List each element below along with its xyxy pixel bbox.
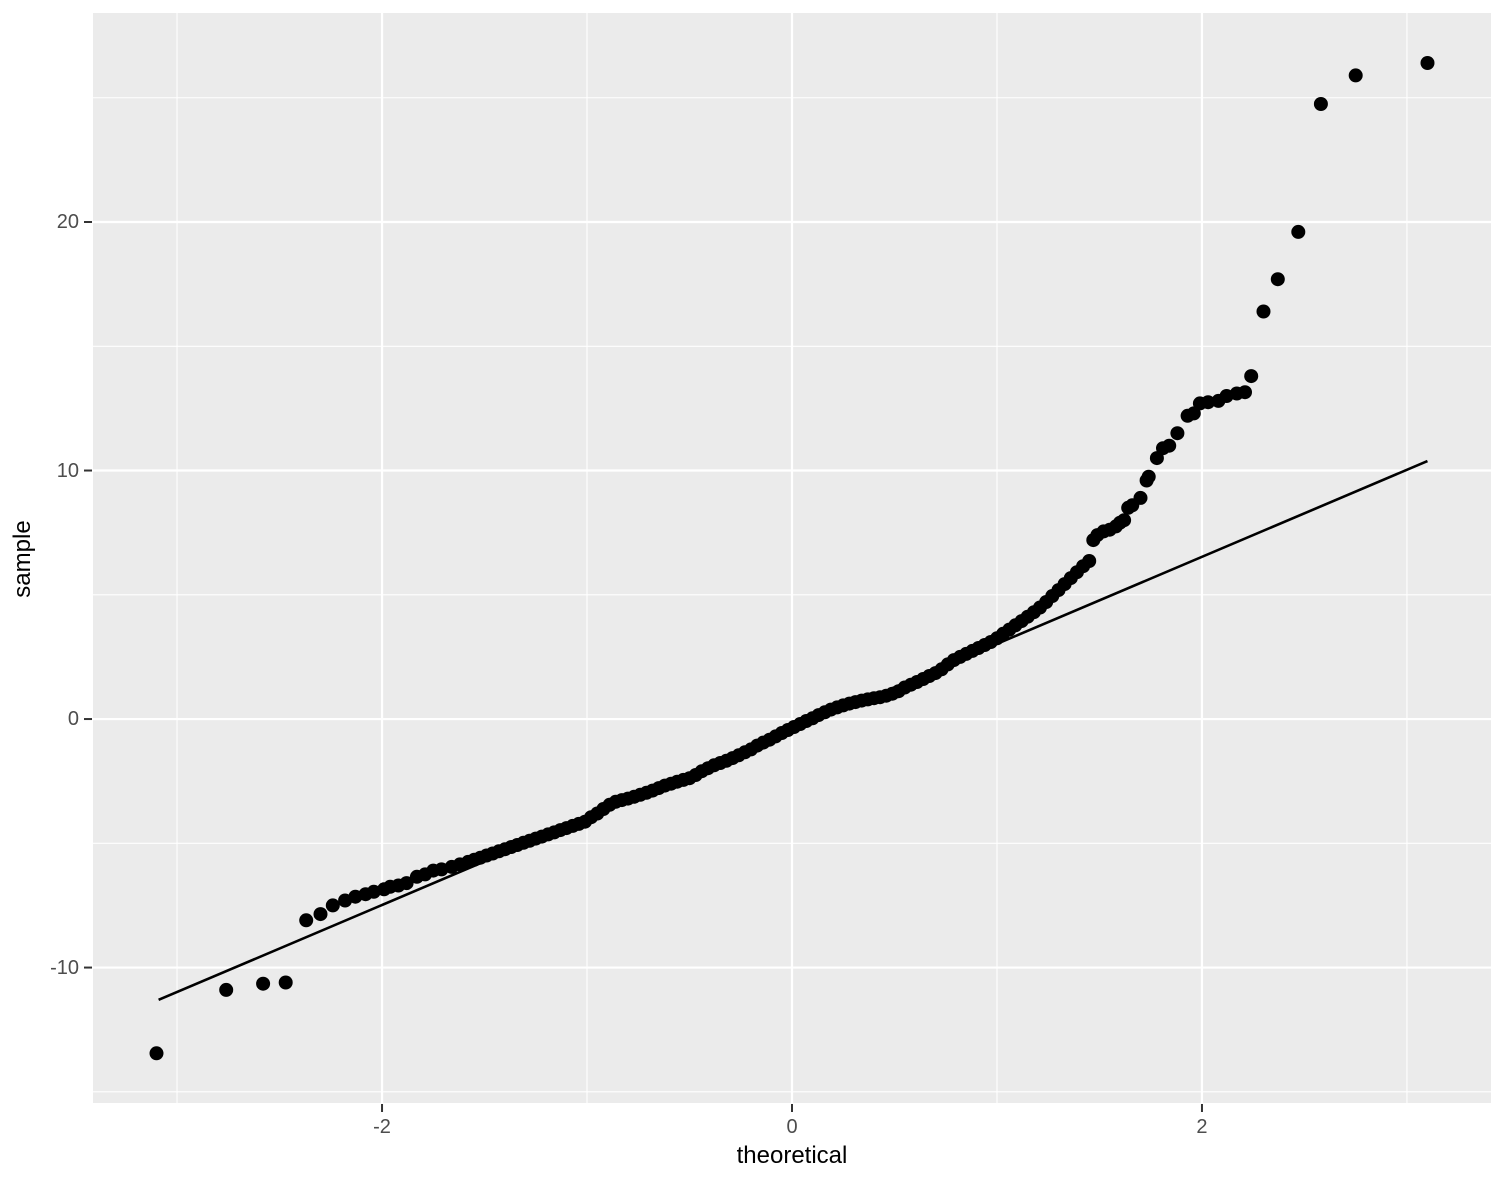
data-point: [325, 898, 340, 913]
data-point: [1256, 304, 1271, 319]
data-point: [1313, 97, 1328, 111]
data-point: [1162, 438, 1177, 453]
data-point: [1170, 426, 1185, 441]
data-point: [399, 876, 414, 891]
x-tick-label: 2: [1196, 1116, 1208, 1138]
data-point: [1201, 395, 1216, 410]
data-point: [1420, 56, 1435, 70]
x-tick-label: 0: [786, 1116, 798, 1138]
y-tick-label: 0: [67, 708, 79, 731]
data-point: [1244, 369, 1259, 384]
data-point: [256, 976, 271, 991]
y-axis-title: sample: [9, 520, 36, 598]
data-point: [1186, 406, 1201, 421]
x-axis-title: theoretical: [736, 1142, 848, 1169]
data-point: [299, 913, 314, 928]
data-point: [1348, 68, 1363, 83]
data-point: [278, 975, 293, 990]
data-point: [1117, 513, 1132, 528]
data-point: [149, 1046, 164, 1061]
data-point: [1133, 490, 1148, 505]
data-point: [1291, 224, 1306, 239]
data-point: [313, 907, 328, 922]
data-point: [1238, 385, 1252, 400]
data-point: [1141, 469, 1156, 484]
y-tick-label: -10: [50, 956, 79, 979]
data-point: [219, 982, 234, 997]
y-tick-label: 20: [56, 211, 79, 233]
y-tick-label: 10: [56, 459, 79, 482]
data-point: [1082, 554, 1097, 568]
x-tick-label: -2: [373, 1116, 391, 1138]
data-point: [1270, 272, 1285, 287]
